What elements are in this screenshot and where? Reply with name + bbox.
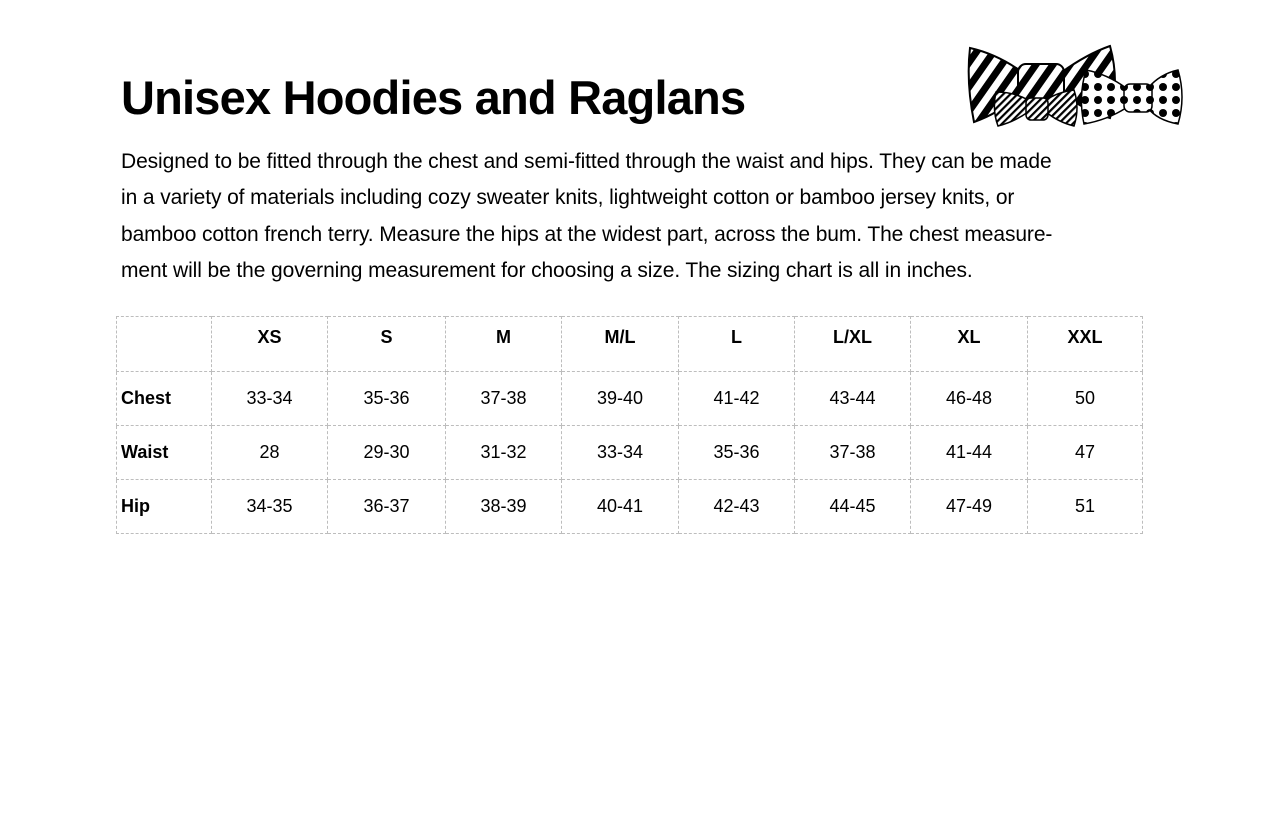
row-label: Waist	[116, 425, 212, 480]
measurement-cell: 36-37	[327, 479, 446, 534]
row-label: Hip	[116, 479, 212, 534]
size-header: XS	[211, 316, 328, 372]
description-line: in a variety of materials including cozy…	[121, 186, 1015, 210]
page-title: Unisex Hoodies and Raglans	[121, 71, 746, 124]
measurement-cell: 44-45	[794, 479, 911, 534]
measurement-cell: 37-38	[445, 371, 562, 426]
measurement-cell: 40-41	[561, 479, 679, 534]
measurement-cell: 47-49	[910, 479, 1028, 534]
measurement-cell: 29-30	[327, 425, 446, 480]
measurement-cell: 38-39	[445, 479, 562, 534]
bow-ties-logo	[967, 44, 1183, 127]
size-chart-table: XS S M M/L L L/XL XL XXL Chest 33-34 35-36 37-38 39-…	[116, 316, 1143, 534]
table-row: Waist 28 29-30 31-32 33-34 35-36 37-38 41-44 47	[116, 425, 1143, 480]
size-header: L	[678, 316, 795, 372]
table-row: Hip 34-35 36-37 38-39 40-41 42-43 44-45 47-49 51	[116, 479, 1143, 534]
table-row: Chest 33-34 35-36 37-38 39-40 41-42 43-44 46-48…	[116, 371, 1143, 426]
measurement-cell: 42-43	[678, 479, 795, 534]
measurement-cell: 51	[1027, 479, 1143, 534]
measurement-cell: 33-34	[561, 425, 679, 480]
measurement-cell: 37-38	[794, 425, 911, 480]
size-header: XXL	[1027, 316, 1143, 372]
measurement-cell: 41-44	[910, 425, 1028, 480]
measurement-cell: 28	[211, 425, 328, 480]
measurement-cell: 50	[1027, 371, 1143, 426]
size-header: L/XL	[794, 316, 911, 372]
measurement-cell: 31-32	[445, 425, 562, 480]
row-label: Chest	[116, 371, 212, 426]
measurement-cell: 35-36	[327, 371, 446, 426]
size-header: XL	[910, 316, 1028, 372]
measurement-cell: 46-48	[910, 371, 1028, 426]
size-header: M	[445, 316, 562, 372]
measurement-cell: 47	[1027, 425, 1143, 480]
size-header: M/L	[561, 316, 679, 372]
description-line: bamboo cotton french terry. Measure the …	[121, 222, 1053, 246]
corner-cell	[116, 316, 212, 372]
description-line: ment will be the governing measurement f…	[121, 259, 973, 283]
measurement-cell: 34-35	[211, 479, 328, 534]
description-line: Designed to be fitted through the chest …	[121, 150, 1052, 173]
size-header: S	[327, 316, 446, 372]
measurement-cell: 43-44	[794, 371, 911, 426]
measurement-cell: 33-34	[211, 371, 328, 426]
header-row: XS S M M/L L L/XL XL XXL	[116, 316, 1143, 372]
description: Designed to be fitted through the chest …	[121, 144, 1052, 290]
measurement-cell: 41-42	[678, 371, 795, 426]
measurement-cell: 39-40	[561, 371, 679, 426]
measurement-cell: 35-36	[678, 425, 795, 480]
